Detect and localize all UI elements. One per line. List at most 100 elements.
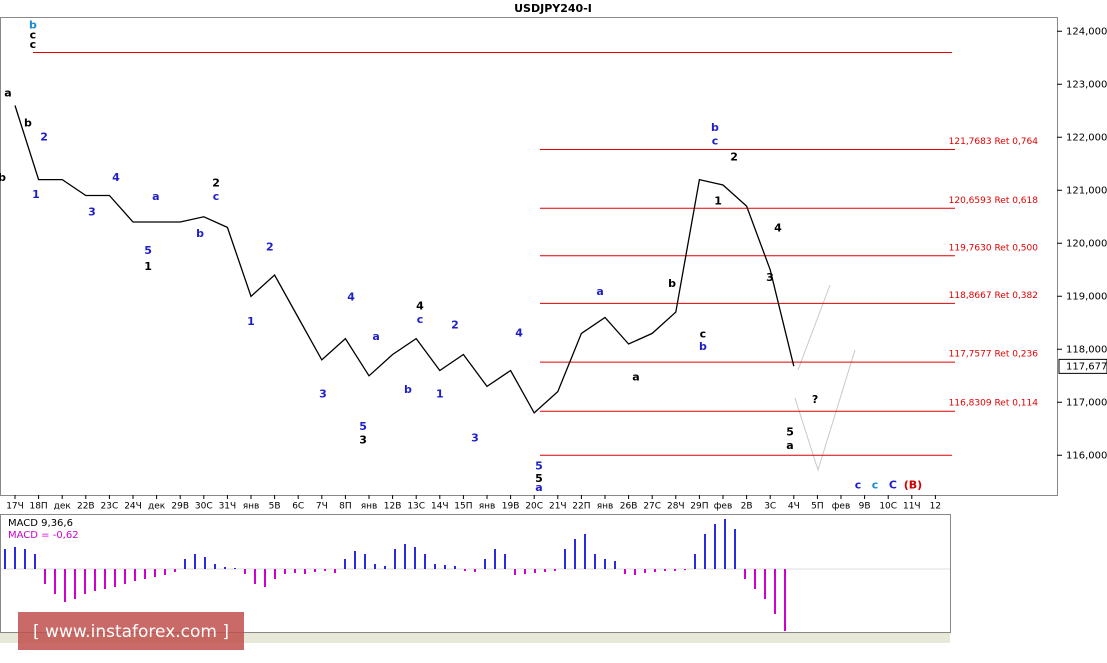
wave-label: c (213, 190, 220, 203)
watermark-box (18, 612, 244, 650)
x-tick-label: 10С (879, 502, 897, 512)
wave-label: c (712, 134, 719, 147)
y-tick-label: 124,000 (1066, 26, 1107, 37)
price-line (14, 105, 795, 414)
wave-label: b (404, 383, 412, 396)
x-tick-label: 28Ч (667, 502, 685, 512)
wave-label: 2 (212, 176, 220, 189)
main-frame (0, 17, 1058, 496)
wave-label: 4 (515, 326, 523, 339)
x-tick-label: янв (479, 502, 496, 512)
wave-label: 5 (786, 425, 794, 438)
fib-label: 119,7630 Ret 0,500 (949, 243, 1039, 253)
x-tick-label: 22П (572, 502, 590, 512)
x-tick-label: 6С (292, 502, 304, 512)
wave-label: 1 (144, 260, 152, 273)
wave-label: 4 (347, 290, 355, 303)
x-tick-label: 15П (454, 502, 472, 512)
y-tick-label: 123,000 (1066, 79, 1107, 90)
fib-label: 118,8667 Ret 0,382 (949, 291, 1038, 301)
y-tick-label: 120,000 (1066, 238, 1107, 249)
wave-label: a (372, 330, 379, 343)
x-tick-label: 4Ч (788, 502, 800, 512)
wave-label: 4 (774, 221, 782, 234)
wave-label: C (889, 478, 897, 491)
x-tick-label: 26В (620, 502, 638, 512)
y-tick-label: 119,000 (1066, 291, 1107, 302)
x-tick-label: 19В (502, 502, 520, 512)
x-tick-label: 8П (339, 502, 352, 512)
wave-label: 5 (535, 459, 543, 472)
wave-label: 5 (144, 244, 152, 257)
x-tick-label: 23С (101, 502, 119, 512)
projection (794, 349, 856, 472)
x-tick-label: 21Ч (549, 502, 567, 512)
wave-label: a (786, 439, 793, 452)
wave-label: b (711, 121, 719, 134)
wave-label: 1 (247, 315, 255, 328)
wave-label: 2 (266, 240, 274, 253)
y-tick-label: 118,000 (1066, 344, 1107, 355)
wave-label: ? (812, 393, 818, 406)
x-tick-label: 18П (29, 502, 47, 512)
wave-label: 1 (714, 194, 722, 207)
x-tick-label: 12 (930, 502, 941, 512)
y-tick-label: 117,000 (1066, 397, 1107, 408)
wave-label: 3 (88, 206, 96, 219)
wave-label: 4 (416, 299, 424, 312)
fib-label: 116,8309 Ret 0,114 (949, 399, 1039, 409)
wave-label: a (632, 370, 639, 383)
wave-label: 2 (730, 150, 738, 163)
x-tick-label: 14Ч (431, 502, 449, 512)
x-tick-label: фев (832, 502, 851, 512)
y-tick-label: 122,000 (1066, 132, 1107, 143)
y-tick-label: 116,000 (1066, 450, 1107, 461)
wave-label: 3 (319, 387, 327, 400)
wave-label: b (0, 171, 6, 184)
wave-label: 5 (359, 420, 367, 433)
x-tick-label: 9В (859, 502, 871, 512)
wave-label: b (699, 340, 707, 353)
x-tick-label: 12В (384, 502, 402, 512)
wave-label: 2 (451, 318, 459, 331)
macd-title: MACD 9,36,6 (8, 518, 73, 529)
macd-frame (0, 514, 951, 633)
x-tick-label: 5П (811, 502, 824, 512)
wave-label: c (700, 327, 707, 340)
wave-label: a (4, 86, 11, 99)
x-tick-label: янв (243, 502, 260, 512)
x-tick-label: янв (361, 502, 378, 512)
wave-label: a (596, 285, 603, 298)
x-tick-label: 29П (690, 502, 708, 512)
wave-label: a (535, 481, 542, 494)
macd-value: MACD = -0,62 (8, 530, 79, 541)
wave-label: 3 (766, 271, 774, 284)
wave-label: 5 (535, 472, 543, 485)
x-tick-label: 3С (764, 502, 776, 512)
bottom-strip (0, 633, 950, 643)
projection (797, 284, 831, 371)
wave-label: (B) (904, 478, 922, 491)
x-tick-label: фев (714, 502, 733, 512)
x-tick-label: 29В (171, 502, 189, 512)
wave-label: b (196, 227, 204, 240)
x-tick-label: 11Ч (903, 502, 921, 512)
x-tick-label: 17Ч (6, 502, 24, 512)
last-price-box (1058, 358, 1107, 374)
x-tick-label: дек (54, 502, 72, 512)
wave-label: 3 (359, 433, 367, 446)
wave-label: b (668, 277, 676, 290)
watermark: [ www.instaforex.com ] (33, 622, 229, 642)
wave-label: 2 (40, 130, 48, 143)
wave-label: 1 (436, 387, 444, 400)
x-tick-label: 22В (77, 502, 95, 512)
fib-label: 120,6593 Ret 0,618 (949, 196, 1039, 206)
x-tick-label: 20С (525, 502, 543, 512)
wave-label: b (24, 116, 32, 129)
wave-label: b (29, 18, 37, 31)
x-tick-label: 30С (195, 502, 213, 512)
x-tick-label: 5В (269, 502, 281, 512)
x-tick-label: дек (148, 502, 166, 512)
